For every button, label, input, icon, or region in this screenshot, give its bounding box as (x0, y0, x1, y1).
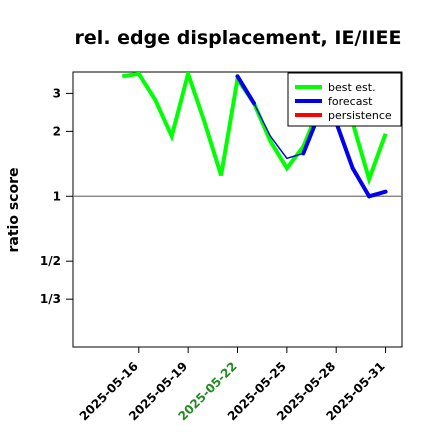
legend-label-persistence: persistence (328, 109, 392, 122)
x-axis: 2025-05-162025-05-192025-05-222025-05-25… (77, 347, 388, 423)
chart-title: rel. edge displacement, IE/IIEE (75, 27, 402, 49)
legend-label-forecast: forecast (328, 95, 373, 108)
y-tick-label: 1/3 (40, 292, 61, 306)
series-segment-forecast (367, 189, 388, 199)
series-segment-forecast (286, 152, 304, 160)
series-segment-forecast (235, 74, 256, 106)
y-axis-label: ratio score (6, 168, 22, 253)
y-tick-label: 1 (53, 189, 61, 203)
y-axis: 3 2 1 1/2 1/3 (40, 86, 73, 306)
series-segment-forecast (269, 135, 288, 160)
y-tick-label: 3 (53, 86, 61, 100)
legend: best est. forecast persistence (287, 72, 402, 127)
y-tick-label: 1/2 (40, 254, 61, 268)
series-segment-forecast (334, 120, 355, 171)
legend-label-best-est: best est. (328, 81, 376, 94)
series-segment-forecast (350, 166, 372, 199)
series-segment-forecast (253, 102, 272, 137)
y-tick-label: 2 (53, 124, 61, 138)
